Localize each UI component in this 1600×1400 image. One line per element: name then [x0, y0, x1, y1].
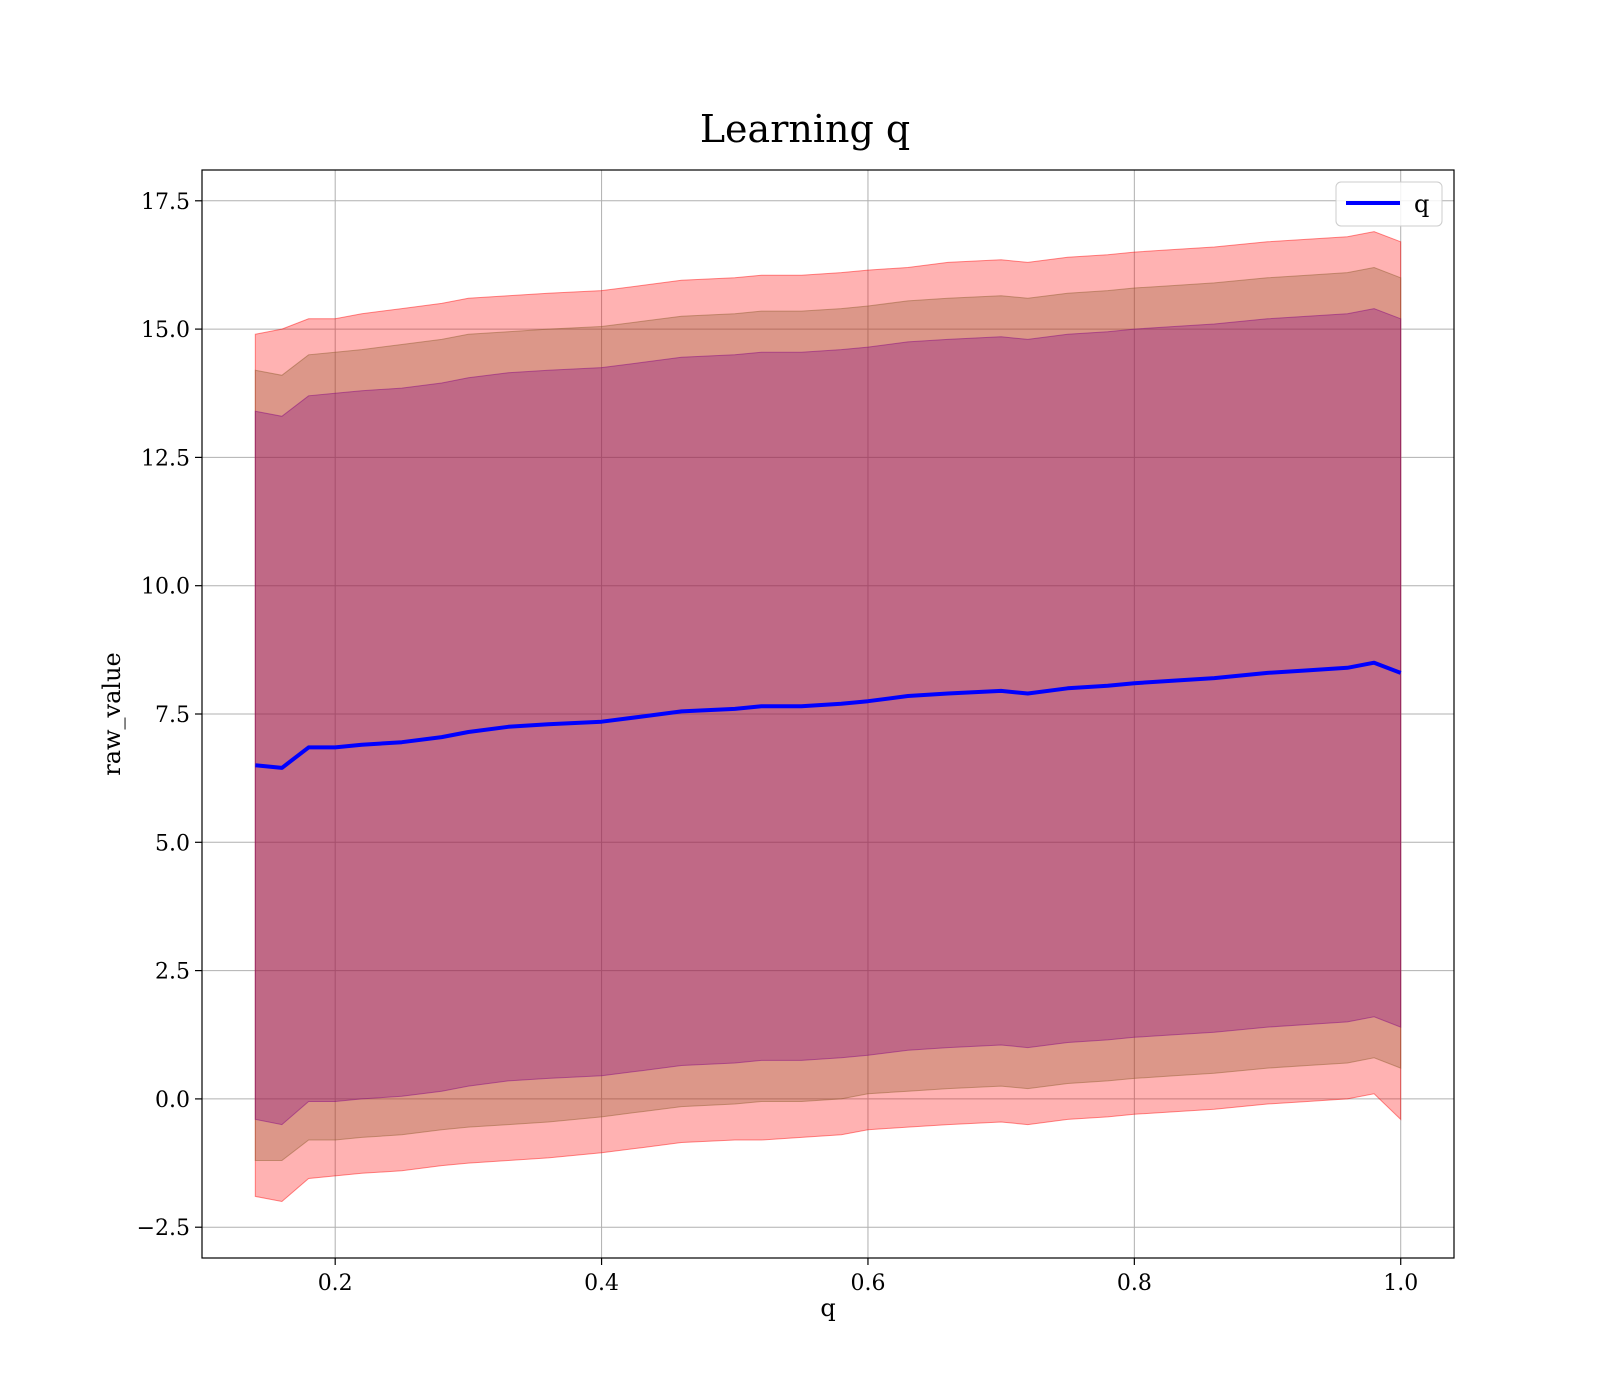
x-tick-label: 0.8 [1117, 1271, 1152, 1296]
legend: q [1335, 181, 1443, 227]
series-line-q [255, 660, 1402, 770]
y-tick-label: 15.0 [141, 318, 190, 343]
y-tick-label: 17.5 [141, 190, 190, 215]
band-middle [254, 266, 1402, 1161]
y-tick-label: 5.0 [155, 831, 190, 856]
y-tick-label: 12.5 [141, 446, 190, 471]
y-tick-label: 0.0 [155, 1088, 190, 1113]
y-axis-label: raw_value [98, 652, 126, 776]
y-axis-ticks: −2.5 0.0 2.5 5.0 7.5 10.0 12.5 15.0 17.5 [137, 190, 202, 1241]
band-inner [254, 308, 1402, 1126]
series-lines [255, 660, 1402, 770]
confidence-bands [254, 231, 1402, 1203]
x-tick-label: 0.2 [318, 1271, 353, 1296]
x-axis-ticks: 0.2 0.4 0.6 0.8 1.0 [318, 1258, 1418, 1296]
grid [202, 170, 1454, 1258]
y-tick-label: 2.5 [155, 960, 190, 985]
y-tick-label: 7.5 [155, 703, 190, 728]
x-tick-label: 0.4 [584, 1271, 619, 1296]
band-outer [254, 231, 1402, 1203]
y-tick-label: 10.0 [141, 575, 190, 600]
legend-label: q [1414, 190, 1429, 218]
x-tick-label: 0.6 [850, 1271, 885, 1296]
x-axis-label: q [820, 1294, 835, 1322]
y-tick-label: −2.5 [137, 1216, 190, 1241]
x-tick-label: 1.0 [1383, 1271, 1418, 1296]
chart-title: Learning q [700, 107, 910, 151]
